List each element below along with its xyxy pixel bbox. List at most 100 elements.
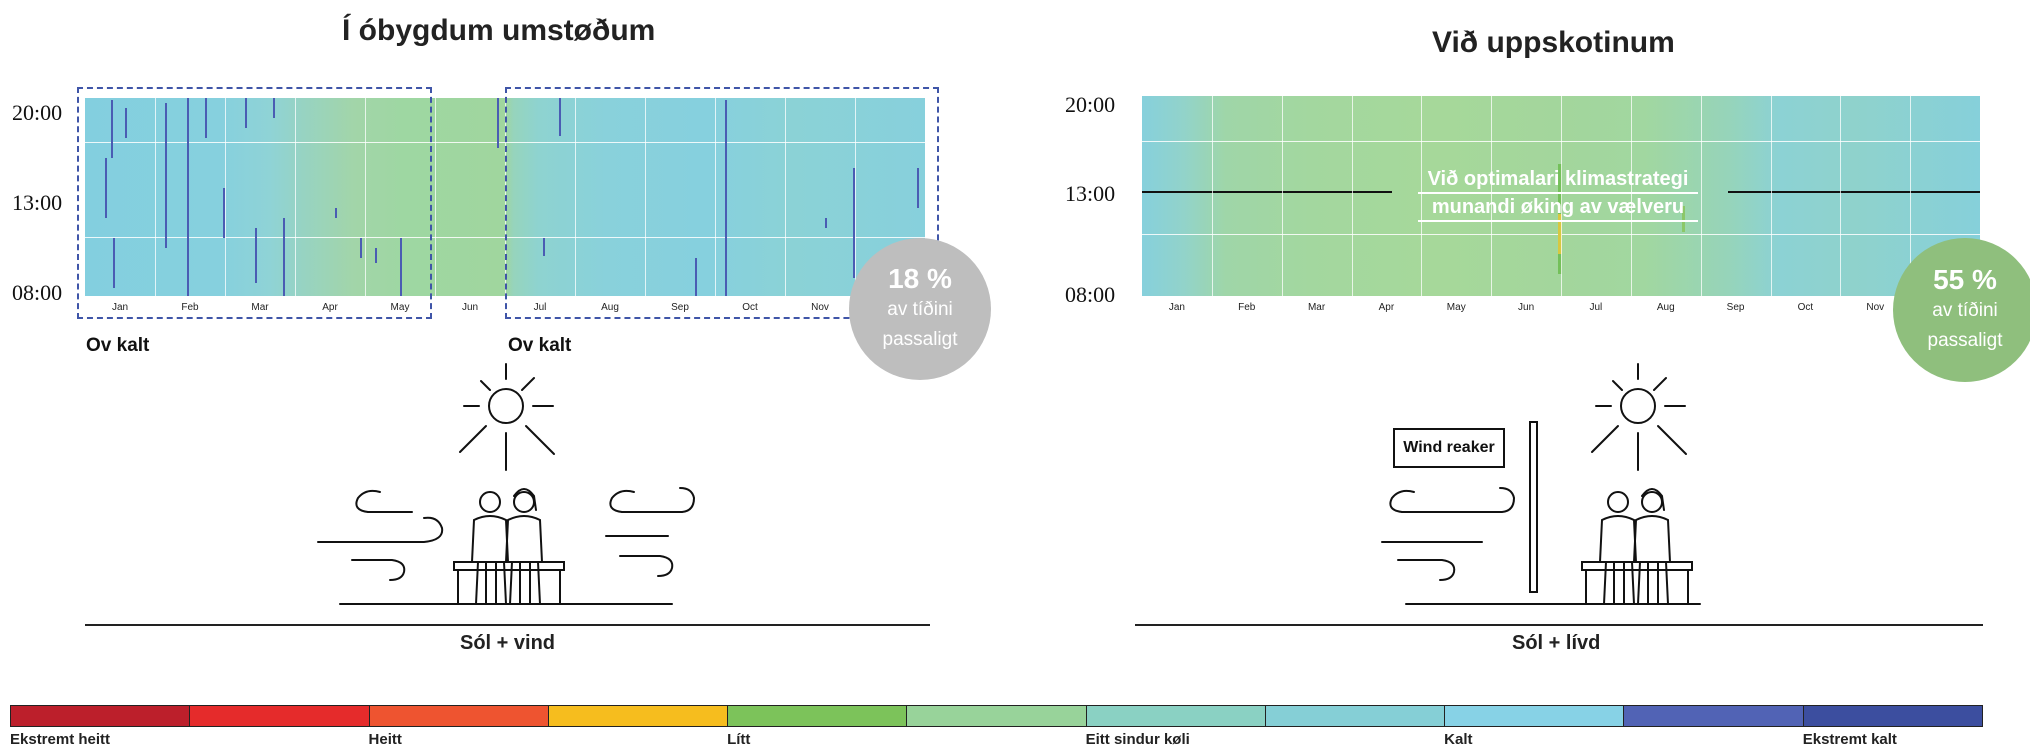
cold-hour-streak (255, 228, 257, 283)
heatmap-gridline (785, 98, 786, 296)
heatmap-gridline (1840, 96, 1842, 296)
legend-swatch (906, 705, 1087, 727)
month-tick-label: Jun (1518, 302, 1535, 313)
legend-label: Eitt sindur køli (1085, 731, 1190, 748)
bench-icon (453, 561, 565, 605)
month-tick-label: Aug (1656, 302, 1675, 313)
heatmap-gridline (1561, 96, 1562, 296)
heatmap-gridline (295, 98, 296, 296)
sun-icon (459, 363, 555, 471)
cold-hour-streak (375, 248, 377, 263)
comfort-legend-bar (10, 705, 1983, 727)
cold-hour-streak (245, 98, 247, 128)
month-tick-label: Aug (601, 302, 619, 313)
cold-hour-streak (105, 158, 107, 218)
heatmap-gridline (435, 98, 436, 296)
month-tick-label: Jul (1589, 302, 1603, 313)
heatmap-gridline (155, 98, 156, 296)
month-tick-label: Feb (1238, 302, 1256, 313)
legend-swatch (727, 705, 908, 727)
cold-hour-streak (113, 238, 115, 288)
month-tick-label: Apr (322, 302, 338, 313)
right-annotation-line1: Við optimalari klimastrategi (1427, 168, 1689, 190)
month-tick-label: May (1446, 302, 1466, 313)
cold-hour-streak (725, 100, 727, 296)
right-panel-title: Við uppskotinum (1432, 26, 1675, 59)
month-tick-label: Sep (1726, 302, 1745, 313)
legend-swatch (1623, 705, 1804, 727)
month-tick-label: May (390, 302, 410, 313)
left-zone-label-winter: Ov kalt (86, 335, 150, 356)
right-ytick-08: 08:00 (1065, 282, 1116, 307)
legend-label: Lítt (727, 731, 751, 748)
bench-icon (1581, 561, 1693, 605)
person-icon (1632, 488, 1672, 605)
right-month-axis: Jan Feb Mar Apr May Jun Jul Aug Sep Oct Nov (1142, 302, 1980, 316)
heatmap-gridline (1630, 96, 1632, 296)
cold-hour-streak (917, 168, 919, 208)
legend-swatch (189, 705, 370, 727)
month-tick-label: Mar (251, 302, 269, 313)
wind-left-icon (317, 489, 444, 581)
cold-hour-streak (283, 218, 285, 296)
cold-hour-streak (695, 258, 697, 296)
right-annotation: Við optimalari klimastrategi munandi øki… (1393, 166, 1723, 222)
right-comfort-heatmap (1142, 96, 1980, 296)
cold-hour-streak (273, 98, 275, 118)
month-tick-label: Jun (461, 302, 479, 313)
legend-swatch (1802, 705, 1983, 727)
left-badge-line2: passaligt (882, 329, 958, 351)
month-tick-label: Oct (1797, 302, 1814, 313)
right-ground-line (1135, 624, 1983, 626)
right-badge-line2: passaligt (1927, 330, 2003, 352)
person-icon (1598, 491, 1638, 605)
left-illustration-sun-wind-people (317, 363, 696, 605)
left-comfort-badge: 18 % av tíðini passaligt (849, 238, 991, 380)
legend-swatch (10, 705, 191, 727)
comfort-legend-labels: Ekstremt heitt Heitt Lítt Eitt sindur køli K… (10, 731, 1982, 748)
right-caption: Sól + lívd (1512, 632, 1601, 654)
heatmap-gridline (1421, 96, 1423, 296)
month-tick-label: Nov (811, 302, 829, 313)
windbreaker-wall-icon (1529, 421, 1538, 593)
legend-swatch (1085, 705, 1266, 727)
person-icon (504, 488, 544, 605)
heatmap-gridline (1491, 96, 1493, 296)
left-panel-title: Í óbygdum umstøðum (342, 14, 656, 47)
month-tick-label: Mar (1307, 302, 1326, 313)
left-month-axis: Jan Feb Mar Apr May Jun Jul Aug Sep Oct Nov (85, 302, 925, 316)
legend-swatch (1264, 705, 1446, 727)
left-zone-label-autumn: Ov kalt (508, 335, 572, 356)
left-too-cold-box-autumn (505, 87, 939, 319)
heatmap-gridline (1211, 96, 1213, 296)
heatmap-gridline (855, 98, 856, 296)
cold-hour-streak (559, 98, 561, 136)
right-badge-line1: av tíðini (1932, 299, 1998, 321)
left-ytick-13: 13:00 (12, 190, 63, 215)
legend-label: Heitt (368, 731, 402, 748)
month-tick-label: Apr (1378, 302, 1395, 313)
month-tick-label: Jul (533, 302, 547, 313)
month-tick-label: Oct (742, 302, 758, 313)
month-tick-label: Feb (181, 302, 199, 313)
heatmap-gridline (575, 98, 576, 296)
month-tick-label: Jan (1168, 302, 1185, 313)
heatmap-gridline (1910, 96, 1912, 296)
left-badge-percent: 18 % (888, 262, 952, 294)
month-tick-label: Sep (671, 302, 689, 313)
left-caption: Sól + vind (460, 632, 556, 654)
left-too-cold-box-winter (77, 87, 432, 319)
sun-icon (1591, 363, 1687, 471)
legend-label: Ekstremt heitt (10, 731, 111, 748)
right-annotation-line2: munandi øking av vælveru (1431, 196, 1685, 218)
cold-hour-streak (205, 98, 207, 138)
cold-hour-streak (223, 188, 225, 238)
heatmap-gridline (1351, 96, 1353, 296)
heatmap-gridline (1700, 96, 1702, 296)
wind-breaker-label: Wind reaker (1403, 439, 1495, 456)
cold-hour-streak (853, 168, 855, 278)
person-icon (470, 491, 510, 605)
wind-icon (1381, 487, 1516, 581)
legend-label: Ekstremt kalt (1802, 731, 1897, 748)
right-badge-percent: 55 % (1933, 263, 1997, 295)
